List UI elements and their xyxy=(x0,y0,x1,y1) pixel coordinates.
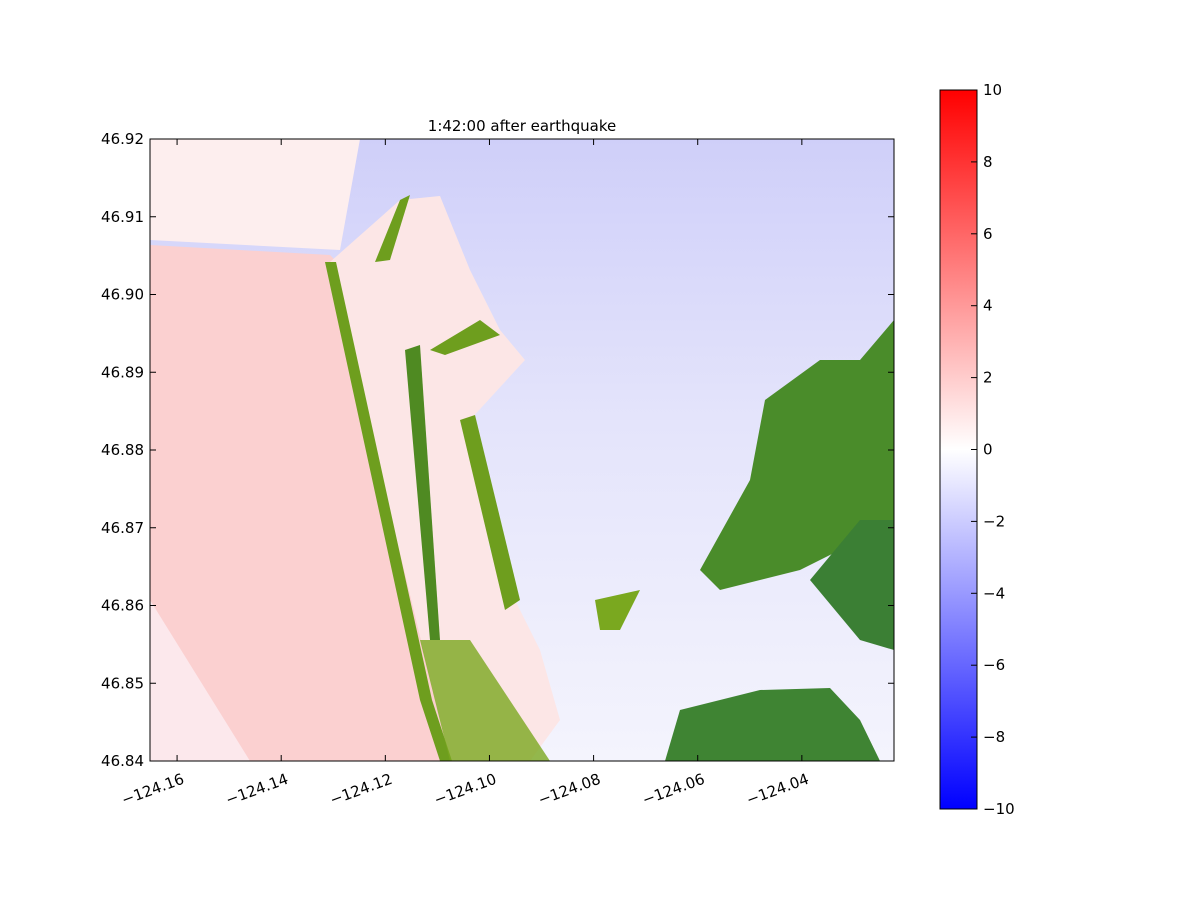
x-tick-label: −124.06 xyxy=(640,770,707,809)
y-tick-label: 46.87 xyxy=(101,519,144,537)
colorbar-tick-label: −6 xyxy=(983,656,1005,674)
chart-title: 1:42:00 after earthquake xyxy=(428,117,616,135)
colorbar-tick-label: −8 xyxy=(983,728,1005,746)
x-tick-label: −124.10 xyxy=(432,770,499,809)
colorbar-tick-label: 10 xyxy=(983,81,1002,99)
colorbar-tick-label: −4 xyxy=(983,584,1005,602)
colorbar-tick-label: 0 xyxy=(983,441,993,459)
colorbar-tick-label: 6 xyxy=(983,225,993,243)
y-tick-label: 46.85 xyxy=(101,674,144,692)
raster xyxy=(150,139,894,761)
colorbar-tick-label: 8 xyxy=(983,153,993,171)
colorbar-tick-label: −2 xyxy=(983,512,1005,530)
x-tick-label: −124.14 xyxy=(223,770,290,809)
x-tick-label: −124.12 xyxy=(327,770,394,809)
y-tick-label: 46.90 xyxy=(101,286,144,304)
x-tick-label: −124.16 xyxy=(119,770,186,809)
x-tick-label: −124.04 xyxy=(744,770,811,809)
y-tick-label: 46.88 xyxy=(101,441,144,459)
y-tick-label: 46.89 xyxy=(101,363,144,381)
x-tick-label: −124.08 xyxy=(536,770,603,809)
colorbar-tick-label: 4 xyxy=(983,297,993,315)
y-tick-label: 46.84 xyxy=(101,752,144,770)
y-tick-label: 46.86 xyxy=(101,597,144,615)
y-tick-label: 46.91 xyxy=(101,208,144,226)
colorbar-tick-label: 2 xyxy=(983,369,993,387)
colorbar-tick-label: −10 xyxy=(983,800,1015,818)
y-tick-label: 46.92 xyxy=(101,130,144,148)
